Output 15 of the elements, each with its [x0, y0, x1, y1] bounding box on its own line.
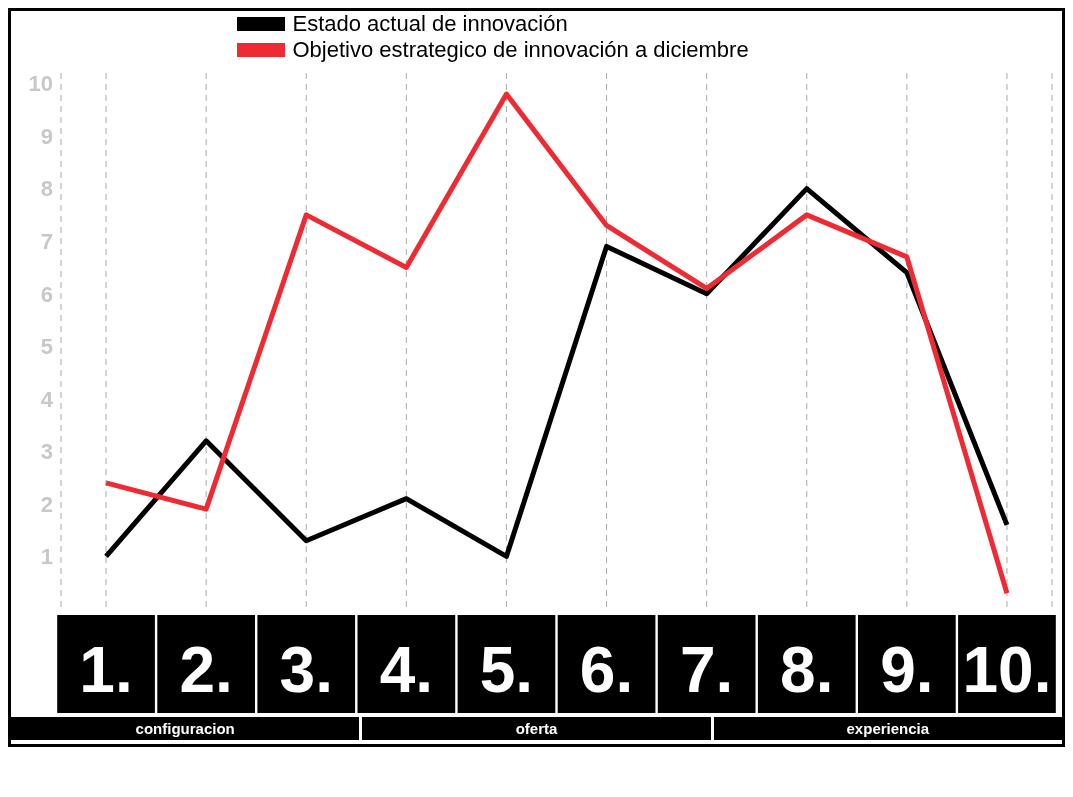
x-tick-label: 8. — [780, 634, 834, 706]
x-tick-label: 3. — [279, 634, 333, 706]
x-tick-label: 1. — [79, 634, 133, 706]
x-tick-label: 10. — [962, 634, 1052, 706]
x-tick-label: 7. — [679, 634, 734, 706]
legend-label: Objetivo estrategico de innovación a diciembre — [292, 37, 749, 63]
legend-label: Estado actual de innovación — [292, 11, 568, 37]
text: oferta — [362, 717, 711, 740]
x-tick-label: 6. — [579, 634, 634, 706]
x-tick-label: 2. — [179, 634, 233, 706]
x-tick-label: 4. — [379, 634, 434, 706]
text: experiencia — [713, 717, 1062, 740]
text: configuracion — [11, 717, 360, 740]
x-tick-label: 5. — [479, 634, 534, 706]
x-tick-label: 9. — [880, 634, 934, 706]
